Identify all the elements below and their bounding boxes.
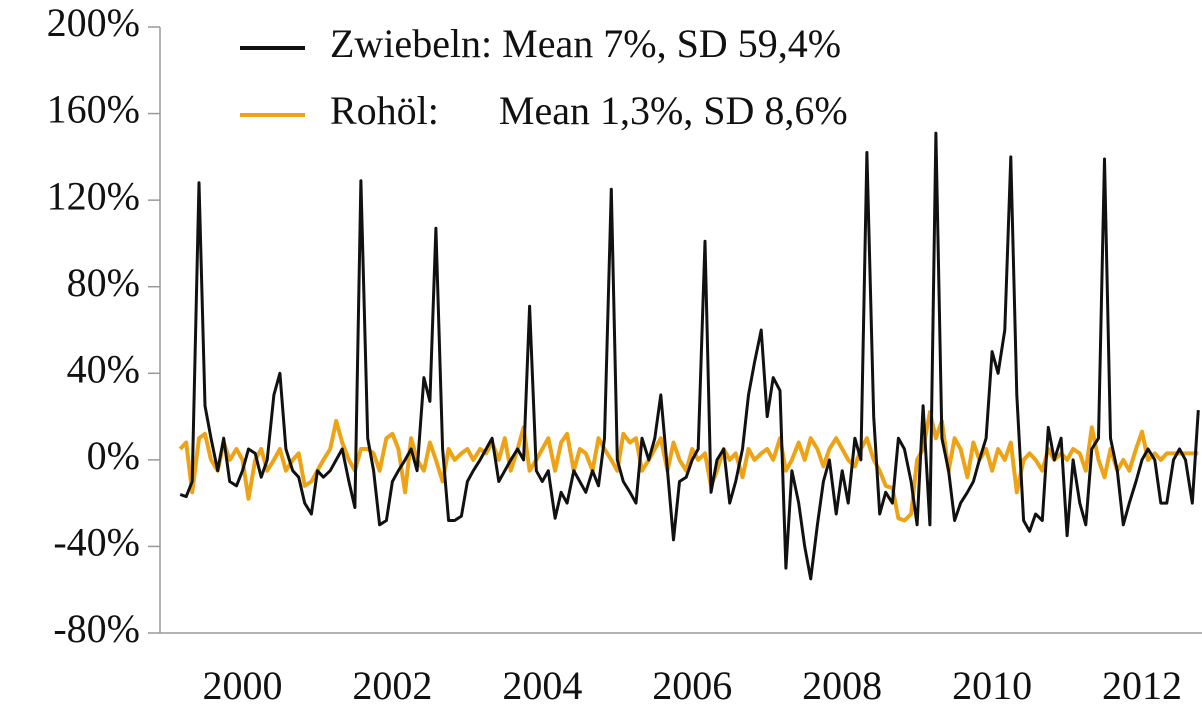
y-tick-label: -40%: [53, 520, 140, 565]
legend-label: Rohöl: Mean 1,3%, SD 8,6%: [330, 88, 848, 133]
y-tick-label: 80%: [67, 260, 140, 305]
x-tick-label: 2010: [952, 663, 1032, 708]
y-tick-label: -80%: [53, 606, 140, 651]
x-tick-label: 2000: [202, 663, 282, 708]
line-series: [178, 410, 1199, 523]
y-tick-label: 0%: [87, 433, 140, 478]
x-tick-label: 2006: [652, 663, 732, 708]
x-tick-label: 2012: [1102, 663, 1182, 708]
line-series: [179, 131, 1200, 581]
x-tick-label: 2004: [502, 663, 582, 708]
legend-label: Zwiebeln: Mean 7%, SD 59,4%: [330, 21, 841, 66]
x-tick-label: 2008: [802, 663, 882, 708]
x-tick-label: 2002: [352, 663, 432, 708]
y-tick-label: 120%: [47, 173, 140, 218]
y-tick-label: 40%: [67, 346, 140, 391]
y-tick-label: 160%: [47, 87, 140, 132]
y-tick-label: 200%: [47, 0, 140, 45]
